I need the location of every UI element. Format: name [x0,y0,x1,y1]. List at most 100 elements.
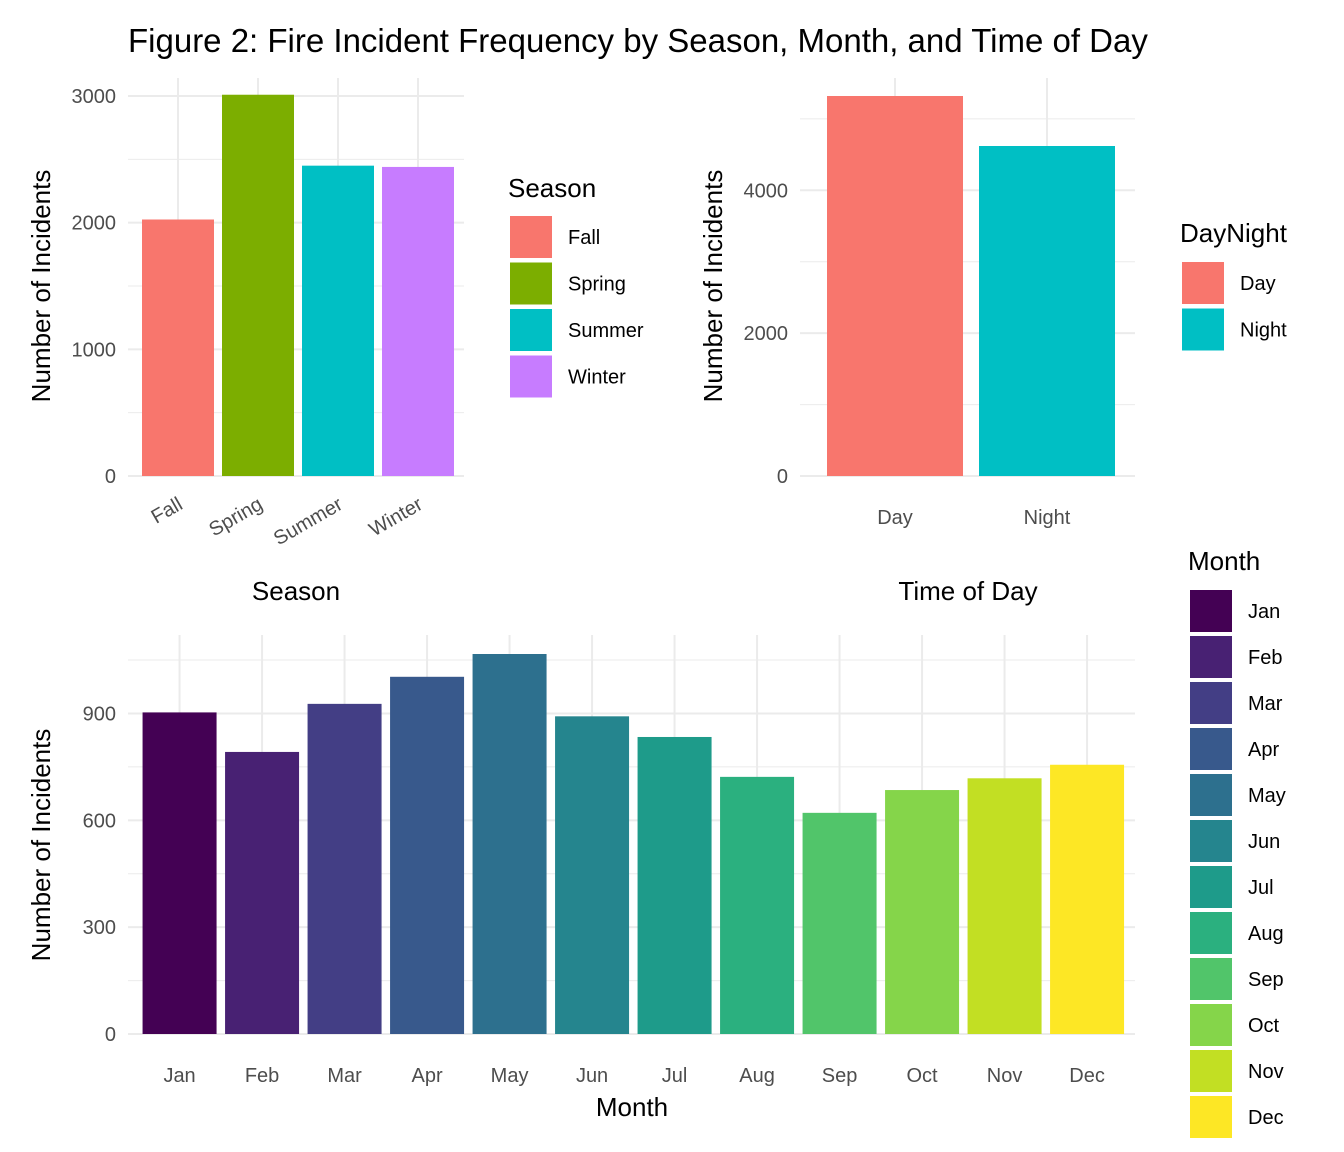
y-tick-label: 1000 [72,339,117,361]
x-axis-title: Month [596,1092,668,1122]
x-tick-label: Day [877,507,913,529]
legend-label: Fall [568,227,600,249]
y-tick-label: 300 [83,917,116,939]
legend-key [1190,820,1232,862]
figure-title: Figure 2: Fire Incident Frequency by Sea… [128,22,1148,59]
bars [142,94,454,476]
y-tick-label: 4000 [744,180,789,202]
legend-key [1190,1096,1232,1138]
legend-label: Aug [1248,923,1284,945]
legend-label: Apr [1248,739,1279,761]
legend-label: Summer [568,320,644,342]
x-tick-label: Jan [163,1065,195,1087]
x-tick-label: Nov [987,1065,1023,1087]
x-axis-title: Time of Day [898,576,1037,606]
x-tick-label: Feb [245,1065,279,1087]
legend-label: Feb [1248,647,1282,669]
y-axis-title: Number of Incidents [26,729,56,962]
bar-fall [142,219,214,476]
bars [142,654,1125,1034]
legend-key [1190,682,1232,724]
bar-jan [142,712,217,1034]
legend-label: Night [1240,320,1287,342]
legend-key [510,355,552,398]
y-axis-title: Number of Incidents [26,170,56,403]
legend-title: DayNight [1180,218,1288,248]
legend-key [1190,866,1232,908]
bar-jun [555,716,630,1034]
y-tick-label: 0 [105,466,116,488]
legend-label: Mar [1248,693,1283,715]
bar-apr [390,676,465,1034]
legend-label: Jan [1248,601,1280,623]
y-tick-label: 0 [105,1024,116,1046]
legend-label: Dec [1248,1107,1284,1129]
legend-label: Day [1240,273,1276,295]
x-tick-label: Jun [576,1065,608,1087]
x-axis-title: Season [252,576,340,606]
x-tick-label: Night [1024,507,1071,529]
x-tick-label: Oct [907,1065,939,1087]
bar-dec [1050,764,1125,1034]
legend-key [1190,1050,1232,1092]
x-tick-label: Summer [270,493,347,550]
legend-title: Season [508,173,596,203]
month-chart: 0 300 600 900 Jan Feb Mar Apr May Jun Jul Aug Sep Oct… [26,546,1286,1138]
legend-key [1182,262,1224,304]
bar-feb [225,751,300,1034]
x-tick-label: Fall [148,493,187,528]
x-tick-label: Jul [662,1065,688,1087]
bar-aug [720,776,795,1034]
bar-night [979,146,1115,476]
x-tick-label: Winter [365,493,426,541]
legend-label: Jun [1248,831,1280,853]
legend-key [1190,590,1232,632]
y-tick-label: 0 [777,466,788,488]
bar-may [472,654,547,1034]
x-tick-label: Aug [739,1065,775,1087]
legend-key [1190,912,1232,954]
legend-title: Month [1188,546,1260,576]
bar-nov [967,778,1042,1034]
legend-key [1190,728,1232,770]
legend-key [1182,308,1224,351]
legend: Season Fall Spring Summer Winter [508,173,644,398]
x-tick-label: Mar [327,1065,362,1087]
legend-key [1190,1004,1232,1046]
bar-oct [885,790,960,1034]
y-tick-label: 2000 [744,323,789,345]
x-tick-label: May [491,1065,529,1087]
x-tick-label: Spring [205,493,266,541]
x-tick-label: Sep [822,1065,858,1087]
legend-label: Sep [1248,969,1284,991]
bars [827,96,1115,476]
bar-winter [382,166,454,476]
bar-jul [637,736,712,1034]
x-tick-label: Dec [1069,1065,1105,1087]
legend-key [510,216,552,258]
legend-key [510,262,552,305]
y-tick-label: 2000 [72,213,117,235]
y-tick-label: 3000 [72,86,117,108]
y-tick-label: 900 [83,703,116,725]
y-axis-title: Number of Incidents [698,170,728,403]
bar-day [827,96,963,476]
legend-label: Jul [1248,877,1274,899]
legend-label: Spring [568,274,626,296]
legend-key [1190,958,1232,1000]
y-tick-label: 600 [83,810,116,832]
bar-summer [302,165,374,476]
legend-key [1190,636,1232,678]
legend-label: May [1248,785,1286,807]
legend: Month Jan Feb Mar Apr May Jun Jul Aug Sep Oct Nov De… [1188,546,1286,1138]
legend-label: Oct [1248,1015,1280,1037]
bar-mar [307,703,382,1034]
x-tick-label: Apr [412,1065,443,1087]
legend-key [510,309,552,351]
bar-sep [802,812,877,1034]
bar-spring [222,94,294,476]
